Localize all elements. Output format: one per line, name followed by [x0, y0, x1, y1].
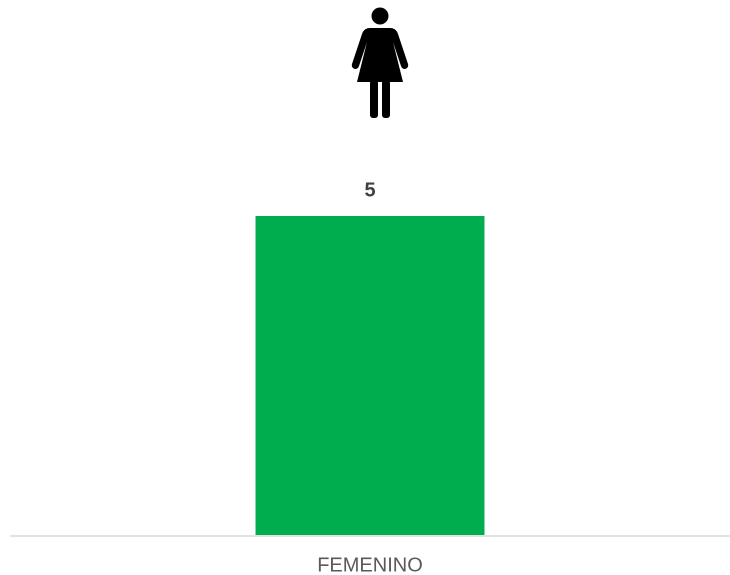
- x-tick-label: FEMENINO: [317, 554, 423, 575]
- woman-icon: [351, 7, 409, 118]
- bar: [255, 216, 485, 535]
- data-label: 5: [364, 179, 375, 201]
